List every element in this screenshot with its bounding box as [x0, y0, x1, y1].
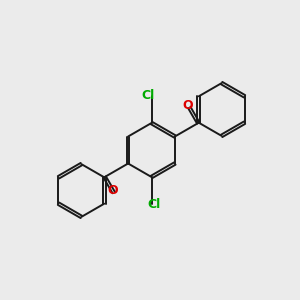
Text: O: O — [107, 184, 118, 197]
Text: Cl: Cl — [148, 197, 161, 211]
Text: Cl: Cl — [142, 89, 155, 103]
Text: O: O — [182, 98, 193, 112]
